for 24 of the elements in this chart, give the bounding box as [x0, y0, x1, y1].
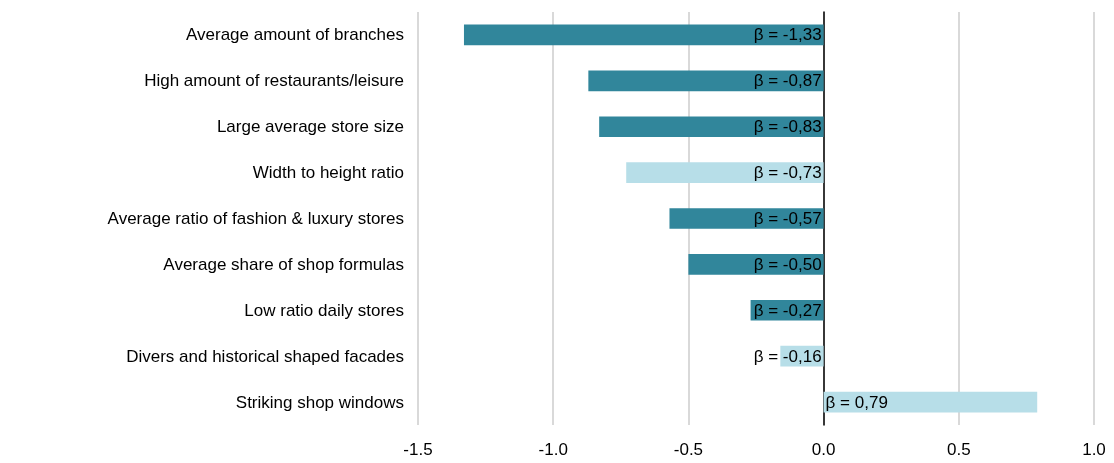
data-label: β = -0,16 — [753, 346, 822, 366]
y-tick-label: Low ratio daily stores — [244, 300, 404, 320]
data-label: β = -0,83 — [753, 117, 822, 137]
y-tick-label: Average amount of branches — [186, 25, 404, 45]
x-tick-label: 0.5 — [946, 440, 971, 459]
y-tick-label: Average share of shop formulas — [163, 254, 404, 274]
data-label: β = -0,73 — [753, 163, 822, 183]
x-tick-label: -1.0 — [538, 440, 568, 459]
y-tick-label: Striking shop windows — [235, 392, 404, 412]
y-tick-label: Width to height ratio — [252, 163, 404, 183]
y-tick-label: Divers and historical shaped facades — [126, 346, 404, 366]
x-tick-label: 1.0 — [1082, 440, 1106, 459]
x-tick-label: 0.0 — [811, 440, 836, 459]
data-label: β = -0,87 — [753, 71, 822, 91]
data-label: β = -0,27 — [753, 300, 822, 320]
y-tick-label: High amount of restaurants/leisure — [144, 71, 404, 91]
data-label: β = -0,57 — [753, 209, 822, 228]
y-tick-label: Large average store size — [216, 117, 404, 137]
x-tick-label: -0.5 — [673, 440, 704, 459]
data-label: β = 0,79 — [825, 392, 888, 412]
y-tick-label: Average ratio of fashion & luxury stores — [107, 209, 404, 228]
data-label: β = -1,33 — [753, 25, 822, 45]
x-tick-label: -1.5 — [403, 440, 433, 459]
data-label: β = -0,50 — [753, 254, 822, 274]
